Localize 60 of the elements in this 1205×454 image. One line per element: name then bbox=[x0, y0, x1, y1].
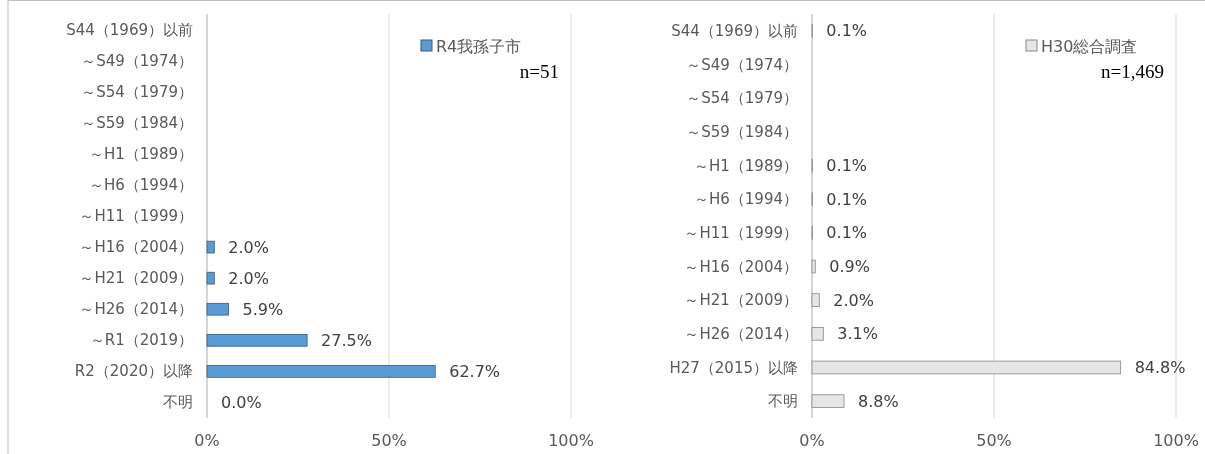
y-tick-label: ～H1（1989） bbox=[694, 156, 798, 175]
annotation: n=1,469 bbox=[1101, 61, 1164, 82]
bar bbox=[811, 394, 845, 408]
data-label: 0.1% bbox=[826, 21, 868, 41]
legend-label: R4我孫子市 bbox=[436, 36, 522, 56]
data-label: 5.9% bbox=[242, 299, 284, 319]
y-tick-label: ～H21（2009） bbox=[684, 291, 798, 310]
x-tick-label: 0% bbox=[194, 431, 220, 450]
data-label: 84.8% bbox=[1134, 358, 1186, 377]
x-tick-label: 100% bbox=[1153, 431, 1199, 450]
y-tick-label: ～S59（1984） bbox=[686, 122, 798, 141]
y-tick-label: ～H26（2014） bbox=[684, 324, 798, 343]
x-tick-label: 100% bbox=[548, 431, 594, 450]
data-label: 0.0% bbox=[221, 392, 262, 412]
bar bbox=[206, 302, 229, 316]
data-label: 0.1% bbox=[826, 223, 868, 243]
y-tick-label: ～S59（1984） bbox=[81, 113, 193, 132]
y-tick-label: S44（1969）以前 bbox=[671, 21, 798, 40]
x-tick-label: 50% bbox=[976, 431, 1012, 450]
bar bbox=[811, 259, 816, 274]
data-label: 62.7% bbox=[449, 361, 501, 381]
x-tick-label: 50% bbox=[371, 431, 407, 450]
bar bbox=[811, 327, 824, 341]
data-label: 0.1% bbox=[826, 189, 868, 209]
y-tick-label: H27（2015）以降 bbox=[669, 358, 798, 377]
data-label: 0.9% bbox=[829, 257, 870, 276]
bar bbox=[206, 334, 308, 347]
y-tick-label: ～S54（1979） bbox=[686, 89, 798, 108]
x-tick-label: 0% bbox=[799, 431, 825, 450]
y-tick-label: ～S49（1974） bbox=[81, 51, 193, 70]
y-tick-label: ～R1（2019） bbox=[89, 331, 193, 350]
data-label: 2.0% bbox=[833, 290, 874, 310]
y-tick-label: ～H1（1989） bbox=[89, 144, 193, 163]
bar bbox=[206, 365, 436, 378]
data-label: 3.1% bbox=[837, 324, 878, 344]
bar bbox=[206, 271, 215, 285]
y-tick-label: ～H6（1994） bbox=[89, 175, 193, 194]
y-tick-label: ～H11（1999） bbox=[79, 207, 193, 225]
y-tick-label: ～H16（2004） bbox=[79, 238, 193, 257]
y-tick-label: 不明 bbox=[768, 392, 798, 411]
bar bbox=[811, 293, 820, 307]
y-tick-label: 不明 bbox=[163, 393, 193, 412]
bar bbox=[811, 360, 1122, 375]
y-tick-label: ～S54（1979） bbox=[81, 82, 193, 101]
y-tick-label: R2（2020）以降 bbox=[74, 362, 193, 381]
y-tick-label: ～H26（2014） bbox=[79, 300, 193, 319]
legend-label: H30総合調査 bbox=[1041, 36, 1138, 56]
data-label: 0.1% bbox=[826, 156, 868, 175]
y-tick-label: ～H11（1999） bbox=[684, 223, 798, 242]
y-tick-label: ～H16（2004） bbox=[684, 257, 798, 276]
data-label: 27.5% bbox=[321, 330, 372, 350]
annotation: n=51 bbox=[519, 61, 559, 82]
y-tick-label: ～S49（1974） bbox=[686, 55, 798, 74]
y-tick-label: S44（1969）以前 bbox=[66, 20, 193, 39]
y-tick-label: ～H21（2009） bbox=[79, 269, 193, 288]
bar bbox=[206, 240, 215, 254]
y-tick-label: ～H6（1994） bbox=[694, 190, 798, 209]
data-label: 2.0% bbox=[228, 268, 269, 288]
data-label: 8.8% bbox=[858, 391, 899, 411]
data-label: 2.0% bbox=[228, 237, 269, 257]
